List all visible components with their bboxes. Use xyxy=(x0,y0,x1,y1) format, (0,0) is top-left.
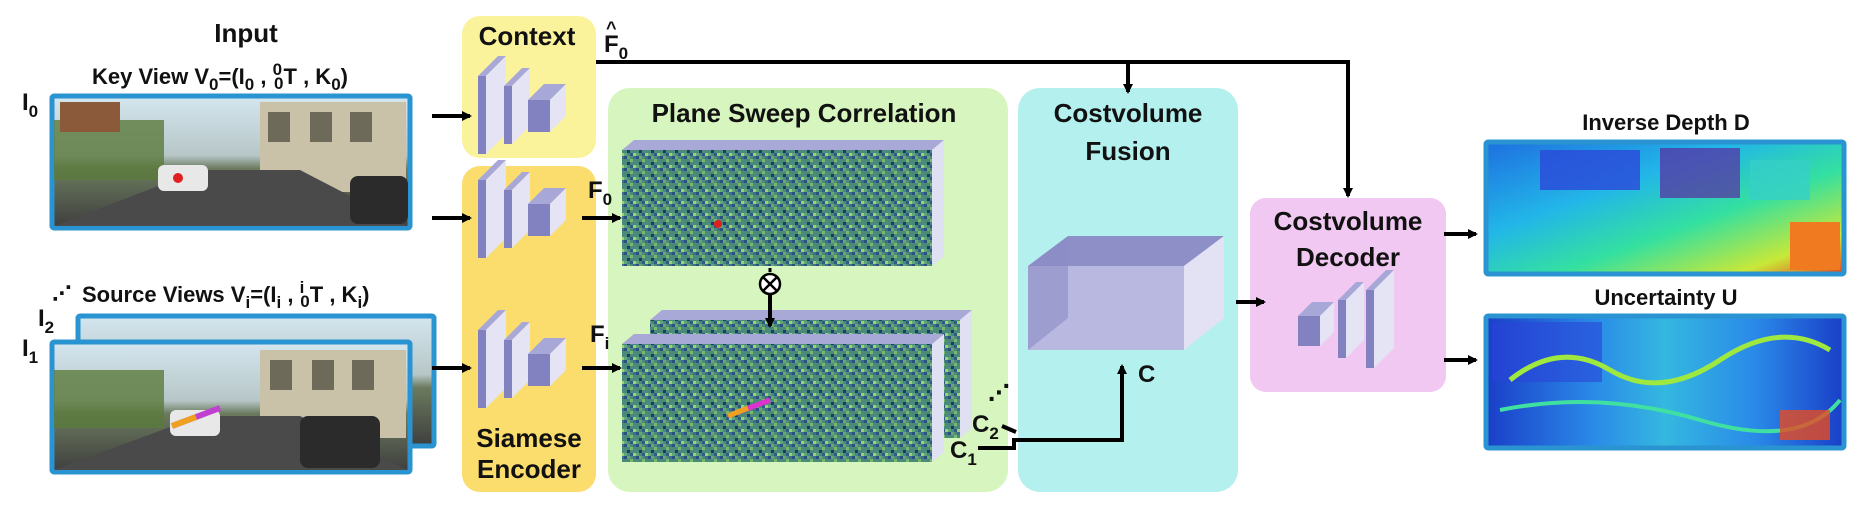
arrow-context-skip xyxy=(596,60,1353,198)
context-label: Context xyxy=(479,21,576,51)
source-view-image xyxy=(49,339,413,475)
dots-c: ⋰ xyxy=(988,380,1010,405)
svg-text:⋰: ⋰ xyxy=(52,283,72,305)
source-encoder-layer-2 xyxy=(504,322,530,398)
encoder-label: Encoder xyxy=(477,454,581,484)
siamese-label: Siamese xyxy=(476,423,582,453)
key-encoder-layer-2 xyxy=(504,172,530,248)
input-heading: Input xyxy=(214,18,278,48)
inverse-depth-label: Inverse Depth D xyxy=(1582,110,1750,135)
plane-sweep-label: Plane Sweep Correlation xyxy=(652,98,957,128)
decoder-label-1: Costvolume xyxy=(1274,206,1423,236)
key-encoder-layer-1 xyxy=(478,160,506,258)
inverse-depth-map xyxy=(1483,139,1847,277)
key-view-image xyxy=(49,93,413,231)
fusion-label-1: Costvolume xyxy=(1054,98,1203,128)
label-c2: C2 xyxy=(972,411,999,443)
feature-map-fi xyxy=(622,334,944,462)
label-f0: F0 xyxy=(588,177,612,209)
decoder-layer-2 xyxy=(1338,282,1364,358)
label-f-hat-0-hat: ^ xyxy=(606,18,617,38)
label-i2: I2 xyxy=(38,305,54,337)
uncertainty-map xyxy=(1483,313,1847,451)
uncertainty-label: Uncertainty U xyxy=(1594,285,1737,310)
context-encoder-layer-3 xyxy=(528,84,566,132)
decoder-layer-3 xyxy=(1366,270,1394,368)
label-fi: Fi xyxy=(590,321,609,353)
label-f-hat-0: F0 xyxy=(604,31,628,63)
context-encoder-layer-2 xyxy=(504,68,530,144)
decoder-label-2: Decoder xyxy=(1296,242,1400,272)
label-c: C xyxy=(1138,361,1155,388)
label-i1: I1 xyxy=(22,335,38,367)
key-view-label: Key View V0=(I0 , 0 0T , K0) xyxy=(92,60,348,94)
decoder-layer-1 xyxy=(1298,302,1334,346)
arrow-c-fusion xyxy=(978,364,1127,450)
context-encoder-layer-1 xyxy=(478,56,506,154)
label-i0: I0 xyxy=(22,89,38,121)
cost-volume-cube xyxy=(1028,236,1224,350)
source-encoder-layer-3 xyxy=(528,338,566,386)
source-view-label: ⋰ xyxy=(52,283,72,305)
key-encoder-layer-3 xyxy=(528,188,566,236)
fusion-label-2: Fusion xyxy=(1085,136,1170,166)
source-encoder-layer-1 xyxy=(478,310,506,408)
feature-map-f0 xyxy=(622,140,944,266)
source-views-label: Source Views Vi=(Ii , i 0T , Ki) xyxy=(82,278,370,312)
label-c1: C1 xyxy=(950,437,977,469)
